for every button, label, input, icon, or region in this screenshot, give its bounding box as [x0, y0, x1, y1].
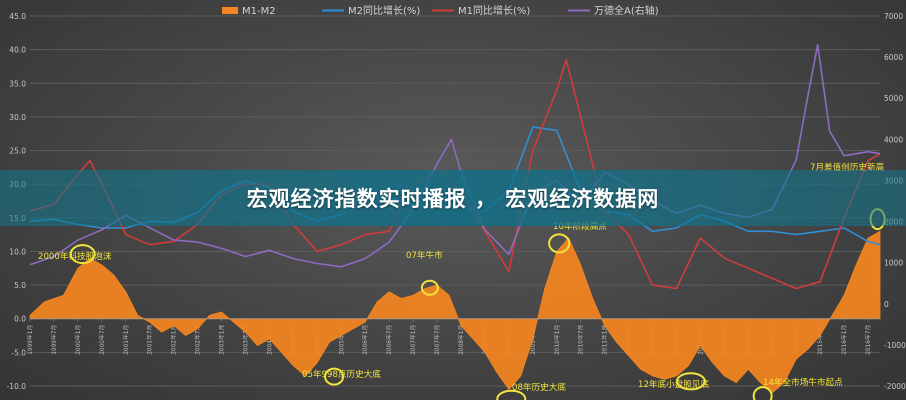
title-banner: 宏观经济指数实时播报 ， 宏观经济数据网 [0, 170, 906, 226]
annotation-label: 12年底小盘股见底 [638, 378, 709, 390]
x-tick-label: 2001年7月 [146, 325, 154, 355]
annotation-label: 14年全市场牛市起点 [763, 376, 843, 388]
y-right-tick-label: 7000 [884, 12, 903, 21]
y-right-tick-label: 4000 [884, 135, 903, 144]
x-tick-label: 2006年1月 [361, 325, 369, 355]
annotation-label: 08年历史大底 [512, 381, 566, 393]
x-tick-label: 2007年7月 [433, 325, 441, 355]
x-tick-label: 2010年1月 [553, 325, 561, 355]
x-tick-label: 2016年1月 [840, 325, 848, 355]
x-tick-label: 2000年1月 [74, 325, 82, 355]
legend-swatch [222, 7, 238, 14]
y-left-tick-label: -10.0 [7, 382, 27, 391]
y-right-tick-label: 5000 [884, 94, 903, 103]
x-tick-label: 2002年7月 [194, 325, 202, 355]
y-right-tick-label: 0 [884, 300, 889, 309]
legend-label: M2同比增长(%) [348, 4, 420, 17]
y-left-tick-label: 0.0 [14, 315, 26, 324]
series-line-3 [29, 44, 881, 268]
y-left-tick-label: 5.0 [14, 281, 26, 290]
annotation-label: 2000年科技股泡沫 [38, 250, 112, 262]
x-tick-label: 2015年7月 [816, 325, 824, 355]
y-left-tick-label: 45.0 [9, 12, 26, 21]
x-tick-label: 2004年1月 [265, 325, 273, 355]
y-left-tick-label: 10.0 [9, 247, 26, 256]
series-m1-m2-area [29, 230, 881, 394]
x-tick-label: 2016年7月 [864, 325, 872, 355]
y-right-tick-label: -1000 [884, 341, 906, 350]
y-right-tick-label: 6000 [884, 53, 903, 62]
x-tick-label: 2008年1月 [457, 325, 465, 355]
y-left-tick-label: 30.0 [9, 113, 26, 122]
x-tick-label: 2007年1月 [409, 325, 417, 355]
legend-label: M1-M2 [242, 6, 276, 17]
annotation-circle [548, 233, 571, 254]
banner-title: 宏观经济指数实时播报 ， 宏观经济数据网 [246, 187, 660, 211]
x-tick-label: 2006年7月 [385, 325, 393, 355]
y-left-tick-label: 25.0 [9, 147, 26, 156]
x-tick-label: 2003年7月 [241, 325, 249, 355]
annotation-circle [496, 389, 527, 400]
x-tick-label: 1999年1月 [26, 325, 34, 355]
annotation-label: 05年998点历史大底 [302, 368, 381, 380]
annotation-circle [69, 244, 96, 265]
annotation-circle [324, 367, 345, 386]
x-tick-label: 2011年1月 [601, 325, 609, 355]
y-right-tick-label: 1000 [884, 259, 903, 268]
x-tick-label: 2002年1月 [170, 325, 178, 355]
legend-label: 万德全A(右轴) [594, 4, 659, 17]
annotation-label: 07年牛市 [406, 249, 443, 261]
y-left-tick-label: -5.0 [11, 348, 26, 357]
legend-label: M1同比增长(%) [458, 4, 530, 17]
y-left-tick-label: 35.0 [9, 79, 26, 88]
annotation-circle [752, 386, 773, 400]
x-tick-label: 2003年1月 [218, 325, 226, 355]
y-right-tick-label: -2000 [884, 382, 906, 391]
x-tick-label: 1999年7月 [50, 325, 58, 355]
x-tick-label: 2010年7月 [577, 325, 585, 355]
x-tick-label: 2001年1月 [122, 325, 130, 355]
y-left-tick-label: 40.0 [9, 46, 26, 55]
annotation-circle [420, 279, 439, 296]
x-tick-label: 2000年7月 [98, 325, 106, 355]
annotation-circle [675, 372, 706, 391]
x-tick-label: 2005年7月 [337, 325, 345, 355]
